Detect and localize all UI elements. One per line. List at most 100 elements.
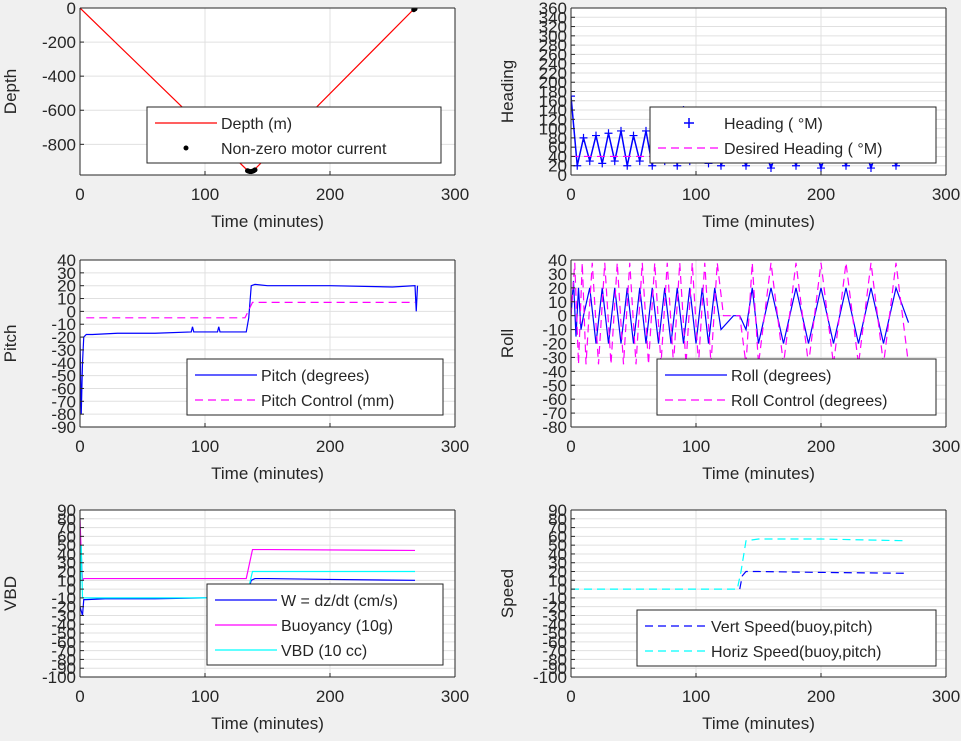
series-1-line xyxy=(571,280,910,344)
y-tick-label: 240 xyxy=(539,55,567,74)
y-tick-label: -10 xyxy=(51,589,76,608)
series-2-point xyxy=(412,8,418,12)
y-tick-label: 20 xyxy=(57,277,76,296)
series-1-point xyxy=(635,157,644,166)
legend-label: Heading ( °M) xyxy=(724,116,823,133)
legend-box xyxy=(656,358,937,416)
x-axis-label: Time (minutes) xyxy=(211,714,324,733)
x-axis-label: Time (minutes) xyxy=(702,464,815,483)
series-1-point xyxy=(867,164,875,173)
y-tick-label: 220 xyxy=(539,64,567,83)
y-tick-label: 180 xyxy=(539,83,567,102)
x-tick-label: 300 xyxy=(932,437,960,456)
y-tick-label: -70 xyxy=(542,642,567,661)
x-tick-label: 200 xyxy=(316,185,344,204)
y-tick-label: -90 xyxy=(51,418,76,437)
y-tick-label: -60 xyxy=(542,390,567,409)
subplot-3: 0 100 200 300403020100-10-20-30-40-50-60-70… xyxy=(1,251,469,483)
x-axis-label: Time (minutes) xyxy=(211,212,324,231)
y-tick-label: 30 xyxy=(548,265,567,284)
y-tick-label: 10 xyxy=(548,293,567,312)
x-axis-label: Time (minutes) xyxy=(702,212,815,231)
y-tick-label: 200 xyxy=(539,73,567,92)
y-tick-label: -20 xyxy=(542,335,567,354)
data-layer xyxy=(80,283,419,415)
y-axis-label: VBD xyxy=(1,576,20,611)
y-tick-label: 50 xyxy=(548,536,567,555)
legend: W = dz/dt (cm/s) Buoyancy (10g) VBD (10 cc… xyxy=(206,583,444,666)
y-tick-label: -400 xyxy=(42,67,76,86)
x-tick-label: 300 xyxy=(441,687,469,706)
legend-label: Pitch (degrees) xyxy=(261,368,370,385)
legend: Roll (degrees) Roll Control (degrees) xyxy=(656,358,937,416)
x-tick-label: 0 xyxy=(566,437,575,456)
y-tick-label: 40 xyxy=(57,251,76,270)
x-tick-label: 200 xyxy=(807,185,835,204)
y-tick-label: 20 xyxy=(57,563,76,582)
y-tick-label: -50 xyxy=(542,624,567,643)
x-tick-label: 200 xyxy=(316,437,344,456)
y-tick-label: 0 xyxy=(558,580,567,599)
y-tick-label: -80 xyxy=(51,650,76,669)
y-tick-label: -20 xyxy=(51,328,76,347)
x-axis-label: Time (minutes) xyxy=(702,714,815,733)
y-tick-label: -10 xyxy=(542,321,567,340)
x-tick-label: 100 xyxy=(682,185,710,204)
series-1-point xyxy=(629,131,638,140)
y-tick-label: -100 xyxy=(42,668,76,687)
legend-box xyxy=(636,609,937,667)
x-tick-label: 0 xyxy=(75,437,84,456)
series-2-line xyxy=(571,538,907,590)
series-1-point xyxy=(610,157,619,166)
y-tick-label: -90 xyxy=(51,659,76,678)
legend-label: Desired Heading ( °M) xyxy=(724,141,882,158)
y-tick-label: 80 xyxy=(548,129,567,148)
y-tick-label: 30 xyxy=(548,554,567,573)
series-1-point xyxy=(617,126,625,135)
y-tick-label: 160 xyxy=(539,92,567,111)
legend-label: Buoyancy (10g) xyxy=(281,618,393,635)
series-1-point xyxy=(767,164,775,173)
y-tick-label: -50 xyxy=(51,367,76,386)
y-tick-label: -30 xyxy=(542,348,567,367)
data-layer xyxy=(571,262,910,365)
y-tick-label: -200 xyxy=(42,33,76,52)
y-tick-label: 80 xyxy=(548,510,567,529)
legend-marker xyxy=(183,145,189,151)
series-1-point xyxy=(623,161,632,170)
x-tick-label: 100 xyxy=(191,687,219,706)
subplot-6: 0 100 200 3009080706050403020100-10-20-30-4… xyxy=(498,501,960,733)
legend-label: Vert Speed(buoy,pitch) xyxy=(711,619,873,636)
series-1-point xyxy=(579,133,588,142)
y-tick-label: 70 xyxy=(548,519,567,538)
y-tick-label: 40 xyxy=(548,251,567,270)
y-tick-label: 10 xyxy=(57,290,76,309)
y-axis-label: Depth xyxy=(1,69,20,114)
y-tick-label: 20 xyxy=(548,157,567,176)
y-tick-label: -90 xyxy=(542,659,567,678)
y-tick-label: 40 xyxy=(548,147,567,166)
series-1-point xyxy=(817,164,825,173)
x-tick-label: 100 xyxy=(191,185,219,204)
y-tick-label: -40 xyxy=(51,354,76,373)
y-tick-label: 60 xyxy=(548,527,567,546)
y-tick-label: -100 xyxy=(533,668,567,687)
y-tick-label: 20 xyxy=(548,279,567,298)
y-tick-label: 280 xyxy=(539,36,567,55)
x-tick-label: 100 xyxy=(682,437,710,456)
series-2-line xyxy=(571,262,910,365)
y-tick-label: 0 xyxy=(558,166,567,185)
x-tick-label: 0 xyxy=(566,687,575,706)
series-2-line xyxy=(86,301,415,319)
series-1-line xyxy=(80,283,419,415)
series-1-line xyxy=(739,570,907,590)
legend-marker xyxy=(684,118,694,128)
legend-label: Depth (m) xyxy=(221,116,292,133)
series-1-point xyxy=(571,92,575,101)
y-tick-label: -60 xyxy=(51,633,76,652)
legend-label: Roll Control (degrees) xyxy=(731,393,888,410)
legend-label: Pitch Control (mm) xyxy=(261,393,394,410)
y-tick-label: -40 xyxy=(542,615,567,634)
legend-label: Horiz Speed(buoy,pitch) xyxy=(711,644,881,661)
y-tick-label: 340 xyxy=(539,8,567,27)
